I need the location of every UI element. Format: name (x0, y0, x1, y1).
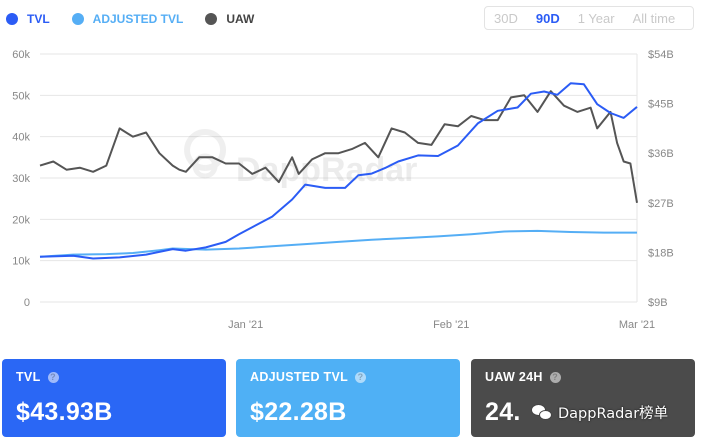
help-icon[interactable]: ? (355, 371, 367, 383)
y-left-tick-label: 10k (12, 256, 30, 268)
y-right-tick-label: $9B (648, 297, 668, 309)
dappradar-watermark: DappRadar (184, 129, 417, 189)
uaw-card-header: UAW 24H ? (485, 370, 695, 384)
range-all-time-button[interactable]: All time (632, 10, 676, 26)
range-1-year-button[interactable]: 1 Year (577, 10, 615, 26)
watermark-text: DappRadar (236, 151, 417, 189)
adjusted-tvl-card: ADJUSTED TVL ? $22.28B (236, 359, 460, 437)
stat-cards: TVL ? $43.93B ADJUSTED TVL ? $22.28B UAW… (0, 359, 706, 439)
x-tick-label: Feb '21 (433, 319, 469, 331)
range-30d-button[interactable]: 30D (494, 10, 518, 26)
series-lines (39, 82, 638, 260)
wechat-overlay: DappRadar榜单 (531, 402, 668, 423)
legend-item-adjusted-tvl[interactable]: ADJUSTED TVL (71, 12, 184, 26)
y-left-tick-label: 60k (12, 49, 30, 61)
series-line-adjusted-tvl (39, 229, 637, 258)
chart-grid (40, 53, 638, 303)
chart-legend: TVL ADJUSTED TVL UAW (6, 9, 276, 29)
axis-ticks: 60k 50k 40k 30k 20k 10k 0 $54B $45B $36B $27B $18B $… (12, 49, 674, 331)
y-left-tick-label: 0 (24, 297, 30, 309)
time-range-selector: 30D 90D 1 Year All time (484, 6, 694, 30)
y-right-tick-label: $54B (648, 49, 674, 61)
y-left-tick-label: 40k (12, 132, 30, 144)
wechat-icon (531, 403, 553, 422)
legend-label-uaw: UAW (226, 12, 255, 26)
help-icon[interactable]: ? (549, 371, 561, 383)
legend-label-tvl: TVL (27, 12, 50, 26)
adjusted-tvl-card-title: ADJUSTED TVL (250, 370, 349, 384)
y-left-tick-label: 30k (12, 173, 30, 185)
tvl-uaw-chart: DappRadar 60k 50k 40k 30k 20k 10k 0 $54B $45B $36… (12, 49, 674, 331)
x-tick-label: Jan '21 (228, 319, 263, 331)
range-90d-button[interactable]: 90D (535, 10, 560, 26)
adjusted-tvl-card-value: $22.28B (250, 398, 347, 426)
y-left-tick-label: 50k (12, 90, 30, 102)
x-tick-label: Mar '21 (619, 319, 655, 331)
legend-label-adjusted-tvl: ADJUSTED TVL (92, 12, 184, 26)
dappradar-logo-icon (184, 129, 227, 179)
help-icon[interactable]: ? (47, 371, 59, 383)
uaw-card-value: 24. (485, 398, 521, 426)
tvl-card-value: $43.93B (16, 398, 113, 426)
legend-item-uaw[interactable]: UAW (205, 12, 254, 26)
legend-dot-icon (205, 13, 218, 25)
tvl-card-header: TVL ? (16, 370, 226, 384)
uaw-card-title: UAW 24H (485, 370, 543, 384)
adjusted-tvl-card-header: ADJUSTED TVL ? (250, 370, 460, 384)
uaw-24h-card: UAW 24H ? 24. (471, 359, 695, 437)
wechat-overlay-caption: DappRadar榜单 (558, 406, 669, 422)
y-right-tick-label: $45B (648, 99, 674, 111)
series-line-tvl (39, 82, 638, 260)
legend-item-tvl[interactable]: TVL (6, 12, 50, 26)
y-left-tick-label: 20k (12, 214, 30, 226)
tvl-card-title: TVL (16, 370, 41, 384)
y-right-tick-label: $18B (648, 247, 674, 259)
legend-dot-icon (6, 13, 18, 25)
tvl-card: TVL ? $43.93B (2, 359, 226, 437)
legend-dot-icon (71, 13, 84, 25)
y-right-tick-label: $27B (648, 198, 674, 210)
series-line-uaw (39, 90, 638, 203)
y-right-tick-label: $36B (648, 148, 674, 160)
